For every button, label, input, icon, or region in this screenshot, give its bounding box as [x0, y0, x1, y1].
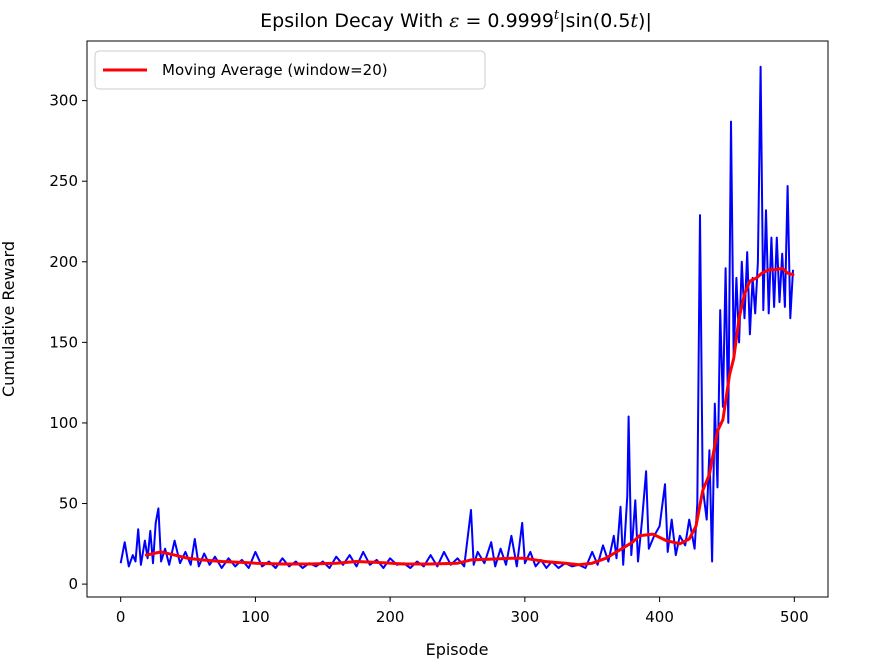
legend-label-moving-average: Moving Average (window=20)	[162, 61, 388, 79]
plot-frame	[86, 40, 829, 598]
y-tick-label: 100	[49, 414, 78, 432]
legend-box	[94, 50, 486, 90]
x-tick-label: 100	[241, 608, 270, 626]
x-tick-label: 300	[511, 608, 540, 626]
y-tick-label: 250	[49, 172, 78, 190]
x-tick-label: 500	[780, 608, 809, 626]
x-tick-label: 200	[376, 608, 405, 626]
y-tick-label: 0	[68, 575, 78, 593]
axis-ticks: 0 100 200 300 400 500 0 50 100 150 200 250 300	[49, 92, 808, 626]
legend: Moving Average (window=20)	[94, 50, 486, 90]
series-line-moving-average	[144, 266, 795, 567]
series-line-raw-reward	[119, 65, 794, 569]
y-tick-label: 50	[59, 495, 78, 513]
y-tick-label: 200	[49, 253, 78, 271]
plot-area	[119, 65, 795, 569]
x-tick-label: 400	[645, 608, 674, 626]
chart-title: Epsilon Decay With ε = 0.9999t|sin(0.5t)…	[260, 8, 652, 32]
y-tick-label: 300	[49, 92, 78, 110]
y-tick-label: 150	[49, 333, 78, 351]
x-tick-label: 0	[116, 608, 126, 626]
x-axis-label: Episode	[426, 640, 489, 659]
y-axis-label: Cumulative Reward	[0, 241, 18, 397]
